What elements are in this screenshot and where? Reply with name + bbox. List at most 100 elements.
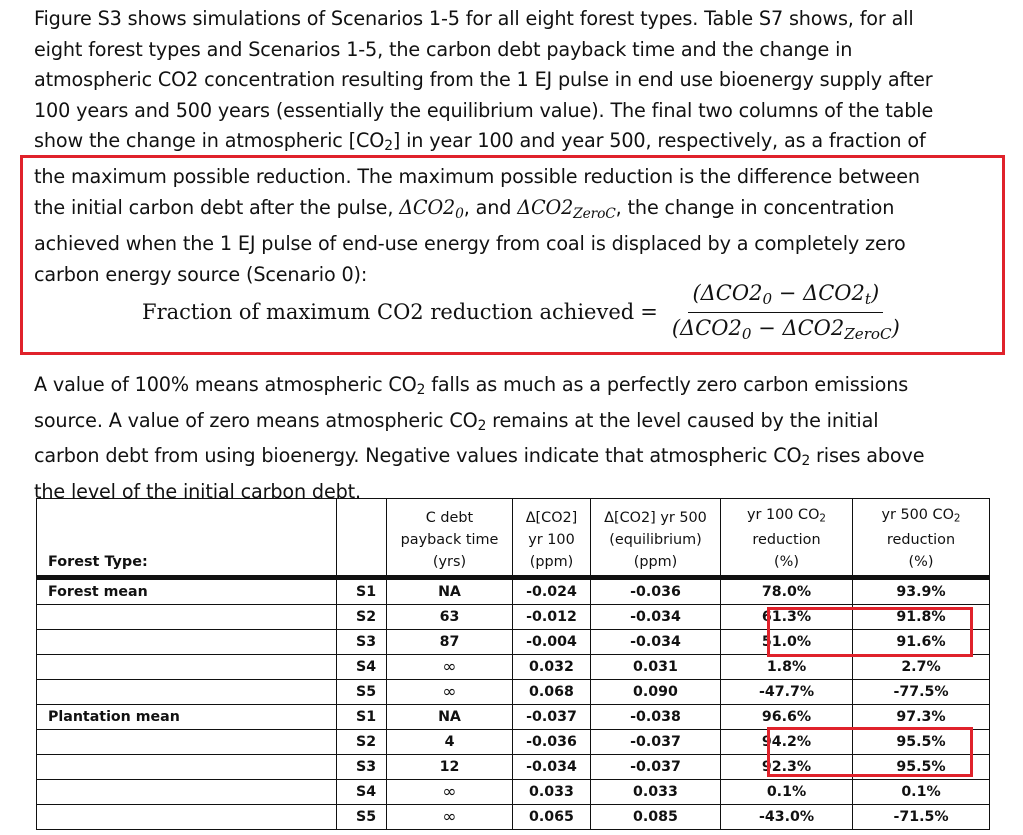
text-fragment: , and — [463, 195, 518, 219]
table-row: S2 4 -0.036 -0.037 94.2% 95.5% — [36, 729, 990, 755]
header-dco2-100: Δ[CO2] yr 100 (ppm) — [512, 498, 591, 578]
cell-forest-type — [36, 804, 337, 830]
text-line: the initial carbon debt after the pulse,… — [34, 193, 1009, 229]
cell-reduction-100: -43.0% — [720, 804, 853, 830]
cell-reduction-500: -77.5% — [852, 679, 990, 705]
cell-forest-type — [36, 604, 337, 630]
cell-reduction-500: 91.6% — [852, 629, 990, 655]
subscript: 2 — [384, 138, 393, 155]
cell-forest-type — [36, 654, 337, 680]
cell-payback: ∞ — [386, 654, 513, 680]
cell-reduction-100: 51.0% — [720, 629, 853, 655]
cell-dco2-500: -0.034 — [590, 629, 721, 655]
cell-reduction-500: 93.9% — [852, 576, 990, 605]
header-reduction-100: yr 100 CO2 reduction (%) — [720, 498, 853, 578]
cell-scenario: S5 — [336, 804, 387, 830]
text-line: A value of 100% means atmospheric CO2 fa… — [34, 370, 1009, 406]
cell-reduction-100: 61.3% — [720, 604, 853, 630]
table-row: S4 ∞ 0.032 0.031 1.8% 2.7% — [36, 654, 990, 680]
table-row: S3 12 -0.034 -0.037 92.3% 95.5% — [36, 754, 990, 780]
fraction-formula: Fraction of maximum CO2 reduction achiev… — [142, 281, 904, 342]
cell-reduction-100: 78.0% — [720, 576, 853, 605]
cell-reduction-100: 1.8% — [720, 654, 853, 680]
table-row: S5 ∞ 0.068 0.090 -47.7% -77.5% — [36, 679, 990, 705]
text-line: source. A value of zero means atmospheri… — [34, 406, 1009, 442]
text-line: carbon debt from using bioenergy. Negati… — [34, 441, 1009, 477]
subscript: 2 — [801, 453, 811, 470]
text-line: Figure S3 shows simulations of Scenarios… — [34, 7, 914, 30]
table-row: S3 87 -0.004 -0.034 51.0% 91.6% — [36, 629, 990, 655]
cell-dco2-500: -0.037 — [590, 729, 721, 755]
cell-dco2-500: 0.031 — [590, 654, 721, 680]
cell-payback: NA — [386, 704, 513, 730]
header-payback: C debt payback time (yrs) — [386, 498, 513, 578]
cell-scenario: S4 — [336, 654, 387, 680]
cell-forest-type — [36, 679, 337, 705]
cell-dco2-100: -0.036 — [512, 729, 591, 755]
math-dco2-zeroc: ΔCO2ZeroC — [517, 195, 616, 222]
cell-payback: 12 — [386, 754, 513, 780]
cell-dco2-100: 0.033 — [512, 779, 591, 805]
cell-dco2-100: 0.065 — [512, 804, 591, 830]
text-line: 100 years and 500 years (essentially the… — [34, 98, 934, 122]
text-line: the level of the initial carbon debt. — [34, 479, 361, 503]
text-fragment: falls as much as a perfectly zero carbon… — [425, 373, 909, 396]
cell-reduction-500: 0.1% — [852, 779, 990, 805]
cell-forest-type: Forest mean — [36, 576, 337, 605]
text-fragment: source. A value of zero means atmospheri… — [34, 408, 478, 432]
cell-dco2-100: -0.034 — [512, 754, 591, 780]
cell-forest-type: Plantation mean — [36, 704, 337, 730]
cell-reduction-100: 96.6% — [720, 704, 853, 730]
cell-dco2-500: 0.085 — [590, 804, 721, 830]
cell-dco2-100: -0.004 — [512, 629, 591, 655]
text-line: achieved when the 1 EJ pulse of end-use … — [34, 232, 906, 256]
cell-forest-type — [36, 754, 337, 780]
cell-dco2-500: 0.090 — [590, 679, 721, 705]
cell-reduction-500: 95.5% — [852, 729, 990, 755]
cell-dco2-100: -0.037 — [512, 704, 591, 730]
text-fragment: A value of 100% means atmospheric CO — [34, 373, 417, 396]
cell-reduction-100: -47.7% — [720, 679, 853, 705]
cell-payback: ∞ — [386, 679, 513, 705]
explanation-paragraph: A value of 100% means atmospheric CO2 fa… — [34, 370, 1009, 507]
cell-dco2-500: -0.036 — [590, 576, 721, 605]
cell-dco2-100: -0.012 — [512, 604, 591, 630]
table-row: S5 ∞ 0.065 0.085 -43.0% -71.5% — [36, 804, 990, 830]
text-line: the maximum possible reduction. The maxi… — [34, 165, 920, 188]
table-row: Forest mean S1 NA -0.024 -0.036 78.0% 93.9% — [36, 576, 990, 605]
header-forest-type: Forest Type: — [36, 498, 337, 578]
formula-fraction: (ΔCO20 − ΔCO2t) (ΔCO20 − ΔCO2ZeroC) — [668, 281, 904, 342]
table-row: S2 63 -0.012 -0.034 61.3% 91.8% — [36, 604, 990, 630]
cell-dco2-100: 0.068 — [512, 679, 591, 705]
cell-dco2-100: -0.024 — [512, 576, 591, 605]
cell-forest-type — [36, 629, 337, 655]
text-line: eight forest types and Scenarios 1-5, th… — [34, 37, 853, 61]
subscript: 2 — [416, 382, 426, 399]
subscript: 2 — [477, 417, 487, 434]
cell-reduction-500: -71.5% — [852, 804, 990, 830]
results-table: Forest Type: C debt payback time (yrs) Δ[C… — [36, 498, 990, 830]
cell-dco2-100: 0.032 — [512, 654, 591, 680]
cell-scenario: S1 — [336, 576, 387, 605]
math-dco2-zero: ΔCO20 — [399, 195, 464, 222]
cell-scenario: S2 — [336, 604, 387, 630]
cell-reduction-500: 97.3% — [852, 704, 990, 730]
cell-scenario: S1 — [336, 704, 387, 730]
formula-numerator: (ΔCO20 − ΔCO2t) — [688, 281, 884, 313]
cell-dco2-500: 0.033 — [590, 779, 721, 805]
formula-equals: = — [640, 300, 658, 324]
formula-denominator: (ΔCO20 − ΔCO2ZeroC) — [671, 315, 900, 343]
cell-dco2-500: -0.037 — [590, 754, 721, 780]
header-dco2-500: Δ[CO2] yr 500 (equilibrium) (ppm) — [590, 498, 721, 578]
text-fragment: ] in year 100 and year 500, respectively… — [392, 129, 926, 153]
cell-reduction-500: 95.5% — [852, 754, 990, 780]
table-row: Plantation mean S1 NA -0.037 -0.038 96.6% 97.3… — [36, 704, 990, 730]
cell-payback: 63 — [386, 604, 513, 630]
text-fragment: the initial carbon debt after the pulse, — [34, 195, 400, 219]
intro-paragraph: Figure S3 shows simulations of Scenarios… — [34, 4, 1009, 290]
cell-scenario: S3 — [336, 629, 387, 655]
table-header-row: Forest Type: C debt payback time (yrs) Δ[C… — [36, 498, 990, 578]
cell-reduction-100: 0.1% — [720, 779, 853, 805]
cell-dco2-500: -0.034 — [590, 604, 721, 630]
cell-forest-type — [36, 779, 337, 805]
